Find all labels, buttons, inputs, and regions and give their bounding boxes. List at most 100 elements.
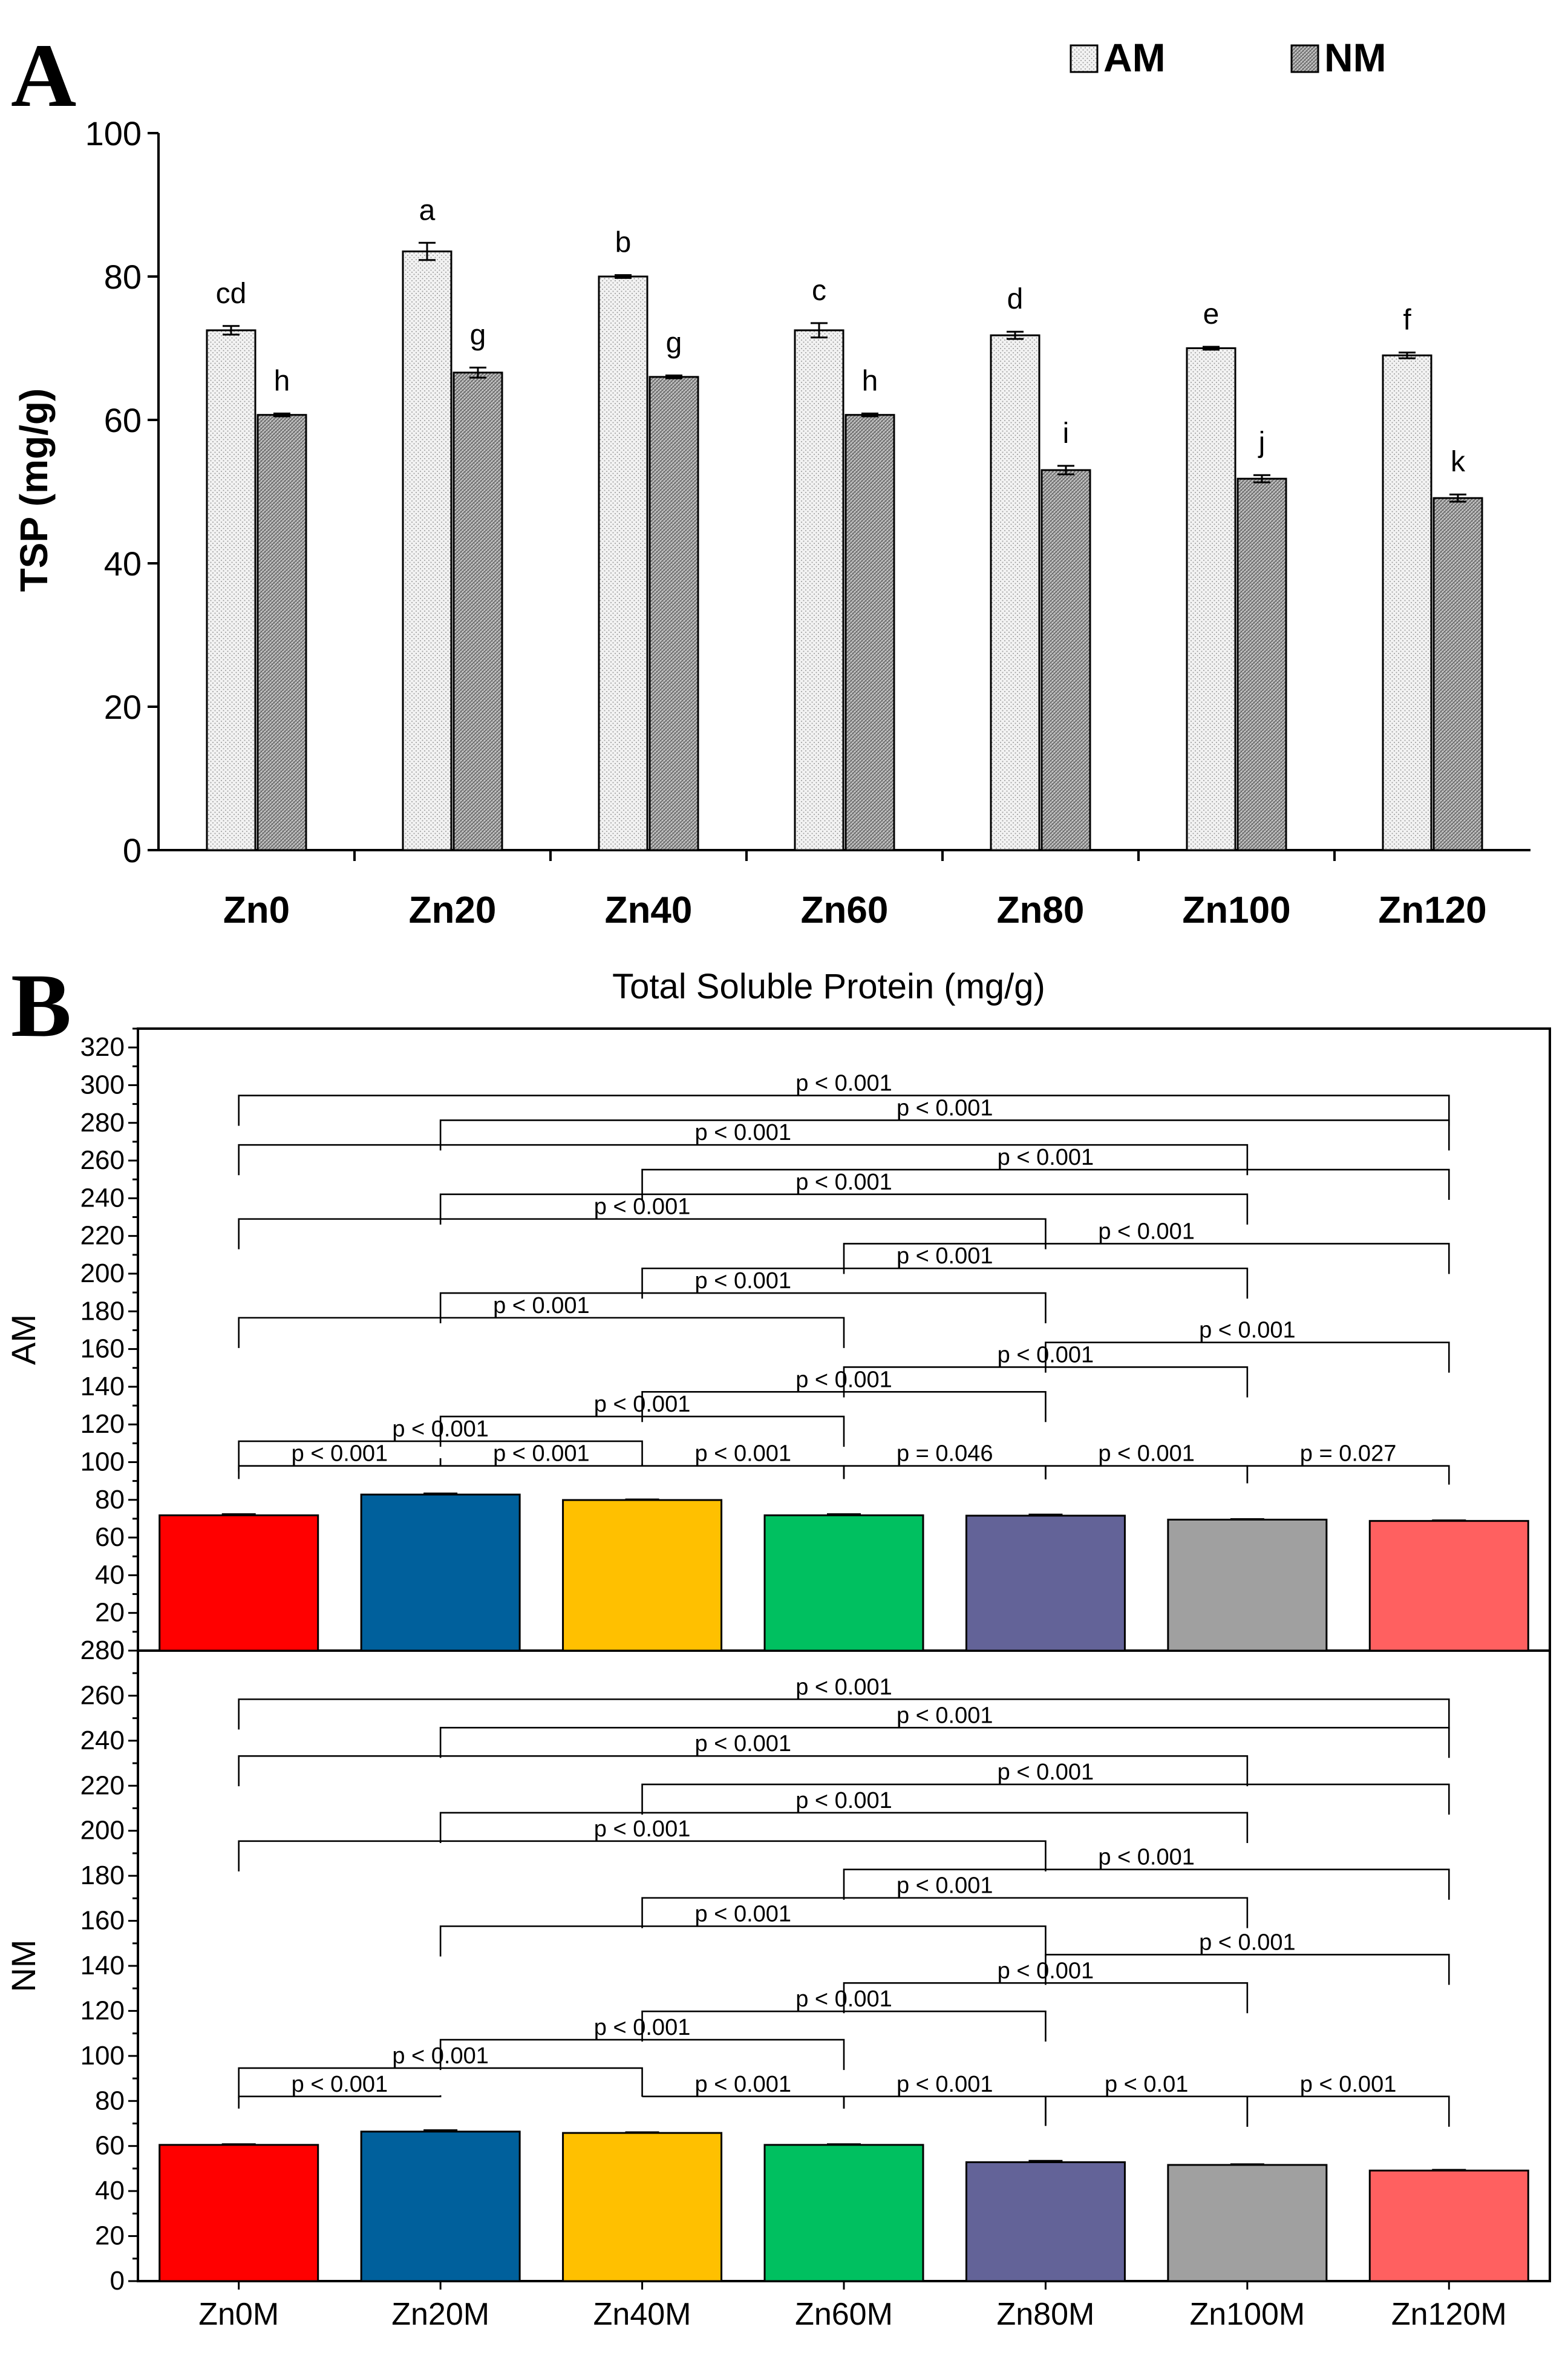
panel-a-significance-letter: h xyxy=(862,365,878,397)
panel-b-nm-y-tick-label: 0 xyxy=(110,2266,125,2296)
panel-b-nm-bar xyxy=(562,2132,723,2282)
panel-b-am-y-tick-label: 160 xyxy=(80,1334,125,1364)
panel-b-am-y-tick-label: 100 xyxy=(80,1447,125,1476)
panel-b-am-p-value-label: p < 0.001 xyxy=(695,1268,792,1294)
panel-b-nm-p-value-label: p < 0.001 xyxy=(897,1873,993,1899)
panel-a-bar-nm xyxy=(452,372,503,851)
panel-b-nm-comparison-bracket xyxy=(238,1698,1450,1730)
panel-a-x-tick-label: Zn20 xyxy=(409,889,497,931)
panel-b-am-p-value-label: p < 0.001 xyxy=(795,1071,892,1096)
panel-a-significance-letter: cd xyxy=(216,278,247,310)
panel-b-nm-comparison-bracket xyxy=(238,1755,1249,1787)
panel-b-am-p-value-label: p < 0.001 xyxy=(695,1120,792,1145)
panel-a-bar-nm xyxy=(256,414,307,851)
panel-b-am-bar xyxy=(1368,1520,1529,1652)
panel-b-nm-bar xyxy=(965,2161,1126,2282)
panel-b-nm-y-tick-label: 220 xyxy=(80,1770,125,1800)
panel-b-nm-y-tick-label: 240 xyxy=(80,1726,125,1755)
panel-a-significance-letter: a xyxy=(419,194,436,226)
panel-b-nm-comparison-bracket xyxy=(843,1868,1450,1900)
panel-b-nm-p-value-label: p < 0.001 xyxy=(292,2072,388,2097)
panel-b-am-y-tick-label: 0 xyxy=(110,1635,125,1665)
panel-b-nm-bar xyxy=(1167,2164,1328,2282)
panel-a-bar-nm xyxy=(844,414,895,851)
panel-b-am-comparison-bracket xyxy=(439,1292,1047,1324)
panel-b-am-y-tick-label: 120 xyxy=(80,1409,125,1439)
panel-b-am-bar xyxy=(763,1514,924,1652)
panel-a-significance-letter: g xyxy=(470,319,486,351)
panel-b-nm-comparison-bracket xyxy=(439,1812,1249,1843)
panel-b-nm-y-tick-label: 280 xyxy=(80,1635,125,1665)
panel-b-am-y-tick-label: 280 xyxy=(80,1108,125,1138)
panel-b-am-y-tick-label: 40 xyxy=(95,1560,125,1590)
panel-b-nm-x-tick-label: Zn120M xyxy=(1391,2297,1507,2332)
panel-b-nm-bar xyxy=(158,2144,319,2282)
panel-b-nm-bar xyxy=(763,2144,924,2282)
panel-b-nm-comparison-bracket xyxy=(843,1982,1249,2014)
panel-b-am-bar xyxy=(158,1514,319,1652)
panel-a-significance-letter: f xyxy=(1403,304,1411,336)
panel-b-am-p-value-label: p < 0.001 xyxy=(695,1441,792,1467)
panel-b-am-comparison-bracket xyxy=(641,1267,1249,1299)
panel-b-nm-comparison-bracket xyxy=(1045,1954,1450,1985)
panel-b-nm-y-tick-label: 120 xyxy=(80,1996,125,2025)
panel-b-nm-y-tick-label: 100 xyxy=(80,2041,125,2071)
panel-b-nm-y-tick-label: 40 xyxy=(95,2176,125,2205)
panel-b-am-chart: 0 20 40 60 80 100 120 140 160 180 200 220 240 260 280 3… xyxy=(4,1027,1550,1665)
panel-b-am-p-value-label: p = 0.046 xyxy=(897,1441,993,1467)
panel-a-y-tick-label: 0 xyxy=(123,831,142,869)
panel-b-am-y-tick-label: 220 xyxy=(80,1221,125,1251)
panel-b-am-y-tick-label: 200 xyxy=(80,1259,125,1288)
panel-b-nm-p-value-label: p < 0.001 xyxy=(695,1902,792,1927)
panel-a-ylabel: TSP (mg/g) xyxy=(12,388,56,592)
panel-b-am-y-tick-label: 180 xyxy=(80,1296,125,1326)
panel-b-am-bar xyxy=(360,1493,521,1652)
panel-b-am-y-tick-label: 260 xyxy=(80,1145,125,1175)
panel-b-nm-x-tick-label: Zn20M xyxy=(391,2297,489,2332)
panel-b-nm-comparison-bracket xyxy=(641,2095,845,2109)
panel-a-x-tick-label: Zn40 xyxy=(605,889,693,931)
panel-b-am-p-value-label: p < 0.001 xyxy=(795,1170,892,1195)
panel-a-significance-letter: k xyxy=(1451,446,1466,478)
panel-a-x-tick-label: Zn120 xyxy=(1378,889,1486,931)
panel-a-x-tick-label: Zn80 xyxy=(997,889,1085,931)
panel-b-nm-x-tick-label: Zn40M xyxy=(593,2297,691,2332)
panel-b-nm-p-value-label: p < 0.01 xyxy=(1105,2072,1188,2097)
panel-b-nm-p-value-label: p < 0.001 xyxy=(795,1674,892,1700)
panel-b-am-comparison-bracket xyxy=(238,1218,1047,1249)
panel-b-am-comparison-bracket xyxy=(641,1168,1450,1200)
panel-b-am-comparison-bracket xyxy=(439,1193,1249,1225)
legend-am-swatch xyxy=(1070,44,1099,73)
panel-a-significance-letter: d xyxy=(1007,283,1024,315)
panel-b-nm-comparison-bracket xyxy=(641,1783,1450,1815)
panel-a-bar-am xyxy=(990,334,1040,851)
legend-am-label: AM xyxy=(1103,35,1166,80)
panel-b-am-bar xyxy=(562,1499,723,1652)
panel-b-nm-p-value-label: p < 0.001 xyxy=(998,1760,1094,1785)
panel-b-title: Total Soluble Protein (mg/g) xyxy=(612,967,1045,1006)
panel-b-am-ylabel: AM xyxy=(4,1314,42,1365)
panel-a-bar-nm xyxy=(1040,469,1091,851)
panel-b-nm-comparison-bracket xyxy=(843,2095,1047,2126)
panel-a-significance-letter: g xyxy=(666,327,682,359)
panel-b-nm-y-tick-label: 160 xyxy=(80,1906,125,1936)
panel-a-bar-nm xyxy=(648,376,699,851)
panel-a-y-tick-label: 60 xyxy=(104,401,142,439)
panel-b-am-p-value-label: p = 0.027 xyxy=(1300,1441,1397,1467)
panel-a-significance-letter: e xyxy=(1203,298,1220,330)
panel-b-nm-comparison-bracket xyxy=(641,1897,1249,1928)
panel-b-nm-comparison-bracket xyxy=(641,2010,1047,2042)
panel-b-am-p-value-label: p < 0.001 xyxy=(1098,1441,1195,1467)
legend-nm-swatch xyxy=(1290,44,1319,73)
panel-a-y-tick-label: 80 xyxy=(104,258,142,296)
panel-a-bar-am xyxy=(402,250,452,851)
panel-a-legend: AM NM xyxy=(1070,35,1387,80)
panel-b-nm-p-value-label: p < 0.001 xyxy=(695,2072,792,2097)
panel-b-nm-bar xyxy=(360,2130,521,2282)
panel-b-am-p-value-label: p < 0.001 xyxy=(493,1293,590,1318)
panel-b-am-p-value-label: p < 0.001 xyxy=(1199,1318,1296,1343)
panel-a-bar-nm xyxy=(1432,497,1483,851)
panel-b-am-y-tick-label: 300 xyxy=(80,1070,125,1099)
panel-a-bar-nm xyxy=(1236,477,1287,851)
panel-b-am-comparison-bracket xyxy=(1045,1341,1450,1373)
